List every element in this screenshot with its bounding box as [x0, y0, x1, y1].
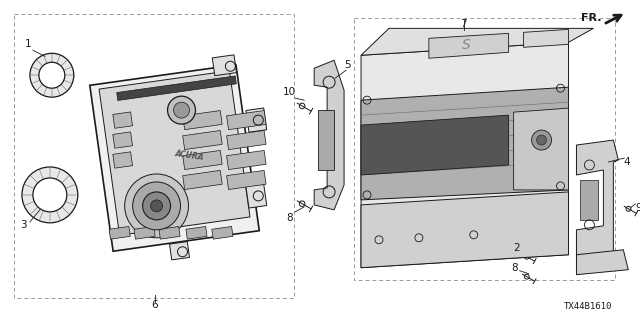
Text: ACURA: ACURA — [174, 149, 205, 163]
Polygon shape — [116, 76, 236, 100]
Bar — [318, 110, 334, 170]
Polygon shape — [159, 227, 180, 239]
Polygon shape — [577, 250, 628, 275]
Polygon shape — [514, 108, 568, 190]
Polygon shape — [90, 65, 259, 251]
Polygon shape — [183, 170, 222, 189]
Text: 3: 3 — [20, 220, 28, 230]
Polygon shape — [361, 115, 509, 175]
Circle shape — [33, 178, 67, 212]
Circle shape — [143, 192, 170, 220]
Polygon shape — [183, 110, 222, 130]
Text: FR.: FR. — [582, 13, 602, 23]
Circle shape — [22, 167, 78, 223]
Polygon shape — [183, 131, 222, 150]
Text: 6: 6 — [151, 300, 158, 310]
Polygon shape — [246, 108, 267, 132]
Polygon shape — [134, 227, 155, 239]
Circle shape — [150, 200, 163, 212]
Text: 7: 7 — [460, 20, 467, 29]
Polygon shape — [361, 42, 568, 268]
Polygon shape — [113, 112, 132, 128]
Circle shape — [168, 96, 195, 124]
Circle shape — [30, 53, 74, 97]
Circle shape — [173, 102, 189, 118]
Polygon shape — [361, 192, 568, 268]
Polygon shape — [109, 227, 131, 239]
Polygon shape — [227, 150, 266, 170]
Polygon shape — [227, 110, 266, 130]
Text: 8: 8 — [286, 213, 292, 223]
Circle shape — [132, 182, 180, 230]
Polygon shape — [227, 170, 266, 189]
Polygon shape — [113, 132, 132, 148]
Polygon shape — [212, 55, 237, 76]
Polygon shape — [99, 71, 250, 235]
Polygon shape — [577, 140, 618, 260]
Text: 10: 10 — [283, 87, 296, 97]
Polygon shape — [227, 131, 266, 150]
Text: 8: 8 — [511, 263, 518, 273]
Polygon shape — [170, 242, 189, 260]
Text: 1: 1 — [24, 39, 31, 49]
Polygon shape — [113, 152, 132, 168]
Polygon shape — [212, 227, 233, 239]
Circle shape — [532, 130, 552, 150]
Polygon shape — [246, 184, 267, 208]
Circle shape — [536, 135, 547, 145]
Text: S: S — [462, 38, 471, 52]
Text: 2: 2 — [513, 243, 520, 253]
Bar — [14, 14, 294, 298]
Bar — [354, 18, 615, 280]
Polygon shape — [183, 150, 222, 170]
Polygon shape — [361, 87, 568, 200]
Polygon shape — [429, 33, 509, 58]
Text: 5: 5 — [344, 60, 350, 70]
Bar — [580, 180, 598, 220]
Polygon shape — [361, 28, 593, 55]
Text: 4: 4 — [623, 157, 630, 167]
Text: TX44B1610: TX44B1610 — [564, 302, 612, 311]
Circle shape — [125, 174, 189, 238]
Text: 9: 9 — [635, 203, 640, 213]
Polygon shape — [314, 60, 344, 210]
Circle shape — [39, 62, 65, 88]
Polygon shape — [186, 227, 207, 239]
Polygon shape — [524, 29, 568, 47]
